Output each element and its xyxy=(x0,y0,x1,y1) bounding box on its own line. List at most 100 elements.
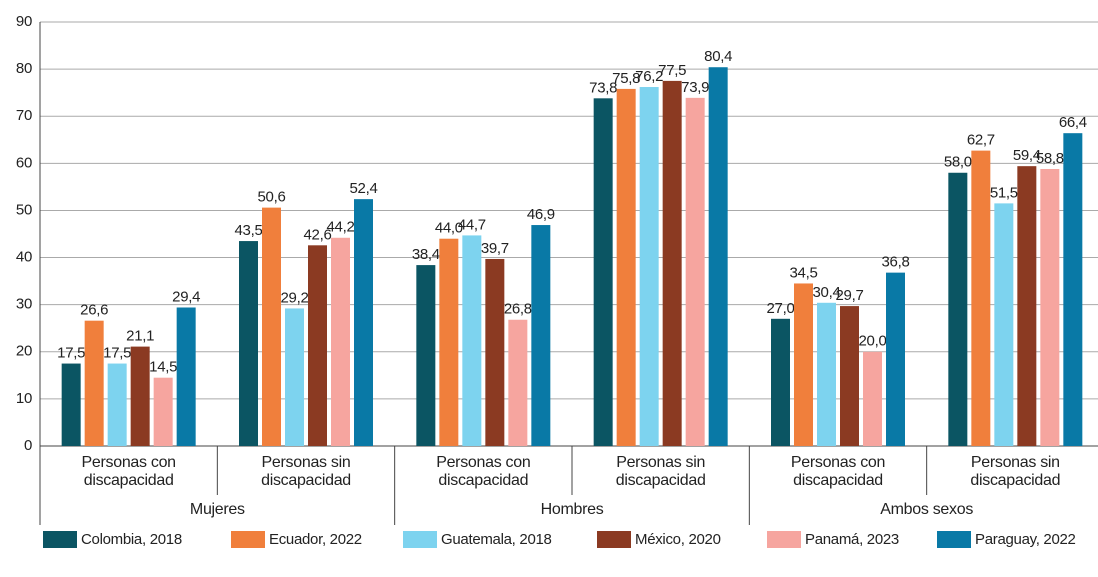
data-label: 62,7 xyxy=(967,132,995,149)
bar xyxy=(331,237,350,446)
bar xyxy=(130,346,150,446)
x-tick-label: Personas sin discapacidad xyxy=(615,454,706,489)
data-label: 27,0 xyxy=(767,300,795,317)
y-tick-label: 0 xyxy=(24,437,32,454)
bar xyxy=(863,351,882,446)
legend-swatch xyxy=(403,531,437,548)
bar xyxy=(840,306,859,446)
data-label: 75,8 xyxy=(612,70,640,87)
data-label: 34,5 xyxy=(790,264,818,281)
legend-swatch xyxy=(231,531,265,548)
y-tick-label: 80 xyxy=(16,60,32,77)
data-label: 20,0 xyxy=(859,333,887,350)
legend-swatch xyxy=(43,531,77,548)
data-label: 26,8 xyxy=(504,301,532,318)
legend-label: Panamá, 2023 xyxy=(805,531,899,548)
legend-label: Paraguay, 2022 xyxy=(975,531,1076,548)
data-label: 21,1 xyxy=(126,328,154,345)
data-label: 17,5 xyxy=(103,345,131,362)
bar xyxy=(262,207,281,446)
bar xyxy=(817,302,836,446)
bar xyxy=(485,258,505,446)
bar xyxy=(685,97,705,447)
bar xyxy=(886,272,905,446)
bar xyxy=(971,150,991,446)
data-label: 36,8 xyxy=(882,254,910,271)
x-tick-label: Personas sin discapacidad xyxy=(970,454,1061,489)
data-label: 26,6 xyxy=(80,302,108,319)
legend-swatch xyxy=(597,531,631,548)
y-tick-label: 30 xyxy=(16,296,32,313)
bar xyxy=(1063,133,1083,446)
data-label: 51,5 xyxy=(990,184,1018,201)
data-label: 80,4 xyxy=(704,48,732,65)
data-label: 42,6 xyxy=(304,226,332,243)
bar xyxy=(308,245,327,446)
bar xyxy=(239,241,258,446)
data-label: 14,5 xyxy=(149,359,177,376)
data-label: 29,4 xyxy=(172,288,200,305)
bar xyxy=(84,320,104,446)
bar xyxy=(1040,168,1060,446)
data-label: 76,2 xyxy=(635,68,663,85)
data-label: 29,7 xyxy=(836,287,864,304)
data-label: 38,4 xyxy=(412,246,440,263)
group-label: Mujeres xyxy=(189,501,245,518)
data-label: 66,4 xyxy=(1059,114,1087,131)
bar xyxy=(416,265,436,446)
x-tick-label: Personas con discapacidad xyxy=(81,454,177,489)
legend-label: Colombia, 2018 xyxy=(81,531,182,548)
legend-label: México, 2020 xyxy=(635,531,721,548)
data-label: 58,8 xyxy=(1036,150,1064,167)
bar xyxy=(439,238,459,446)
data-label: 39,7 xyxy=(481,240,509,257)
data-label: 59,4 xyxy=(1013,147,1041,164)
data-label: 77,5 xyxy=(658,62,686,79)
data-label: 44,2 xyxy=(327,219,355,236)
bar xyxy=(639,87,659,446)
data-label: 52,4 xyxy=(350,180,378,197)
bar xyxy=(285,308,304,446)
bar xyxy=(153,377,173,446)
data-label: 73,9 xyxy=(681,79,709,96)
data-label: 50,6 xyxy=(258,189,286,206)
y-tick-label: 60 xyxy=(16,154,32,171)
bar xyxy=(593,98,613,446)
data-label: 29,2 xyxy=(281,289,309,306)
bar xyxy=(708,67,728,446)
bar xyxy=(107,363,127,446)
legend-swatch xyxy=(767,531,801,548)
x-tick-label: Personas con discapacidad xyxy=(790,454,886,489)
bar xyxy=(1017,166,1037,446)
bar xyxy=(994,203,1014,446)
y-tick-label: 50 xyxy=(16,201,32,218)
y-tick-label: 70 xyxy=(16,107,32,124)
y-tick-label: 20 xyxy=(16,343,32,360)
bar xyxy=(771,318,790,446)
data-label: 43,5 xyxy=(235,222,263,239)
x-tick-label: Personas sin discapacidad xyxy=(261,454,351,489)
data-label: 44,0 xyxy=(435,220,463,237)
group-label: Hombres xyxy=(540,501,604,518)
bar xyxy=(176,307,196,446)
y-tick-label: 90 xyxy=(16,13,32,30)
bar xyxy=(61,363,81,446)
data-label: 44,7 xyxy=(458,216,486,233)
bar xyxy=(508,319,528,446)
y-tick-label: 10 xyxy=(16,390,32,407)
data-label: 73,8 xyxy=(589,79,617,96)
bar xyxy=(616,88,636,447)
legend-label: Ecuador, 2022 xyxy=(269,531,362,548)
group-label: Ambos sexos xyxy=(880,501,974,518)
bar xyxy=(462,235,482,446)
legend-swatch xyxy=(937,531,971,548)
y-tick-label: 40 xyxy=(16,249,32,266)
data-label: 17,5 xyxy=(57,345,85,362)
bar xyxy=(354,199,373,446)
bar xyxy=(531,225,551,446)
legend-label: Guatemala, 2018 xyxy=(441,531,552,548)
data-label: 46,9 xyxy=(527,206,555,223)
bar xyxy=(948,172,968,446)
